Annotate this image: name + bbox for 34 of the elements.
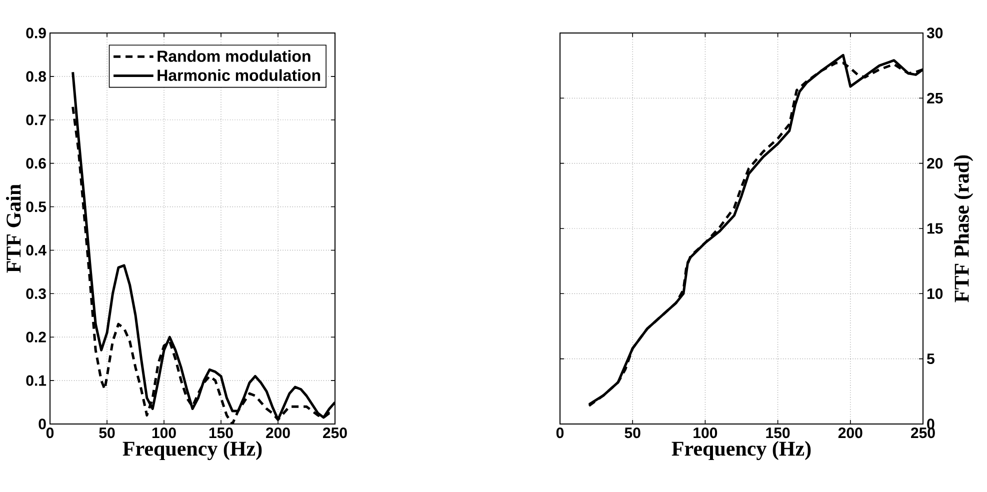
y-tick-label: 5 bbox=[926, 354, 934, 364]
x-axis-title: Frequency (Hz) bbox=[122, 441, 262, 460]
y-tick-label: 15 bbox=[927, 223, 943, 234]
y-tick-label: 0.4 bbox=[26, 244, 46, 256]
x-tick-label: 0 bbox=[46, 428, 54, 438]
y-tick-label: 30 bbox=[926, 28, 943, 38]
legend-label: Random modulation bbox=[158, 50, 310, 62]
x-tick-label: 100 bbox=[694, 428, 718, 438]
x-tick-label: 250 bbox=[911, 428, 935, 438]
y-tick-label: 0 bbox=[38, 418, 46, 430]
x-axis-title: Frequency (Hz) bbox=[672, 441, 811, 460]
y-axis-title: FTF Gain bbox=[6, 184, 21, 273]
y-axis-title: FTF Phase (rad) bbox=[954, 155, 974, 302]
y-tick-label: 0.1 bbox=[26, 375, 46, 386]
y-tick-label: 0.5 bbox=[26, 201, 46, 212]
x-tick-label: 50 bbox=[624, 428, 640, 438]
legend-label: Harmonic modulation bbox=[158, 69, 320, 81]
x-tick-label: 250 bbox=[323, 428, 347, 438]
y-tick-label: 0.7 bbox=[26, 114, 46, 126]
y-tick-label: 0.6 bbox=[26, 158, 46, 169]
x-tick-label: 200 bbox=[266, 428, 290, 438]
y-tick-label: 20 bbox=[927, 158, 943, 169]
x-tick-label: 150 bbox=[766, 428, 790, 438]
y-tick-label: 0.2 bbox=[26, 332, 46, 342]
y-tick-label: 0.8 bbox=[26, 71, 46, 82]
x-tick-label: 100 bbox=[152, 428, 176, 438]
x-tick-label: 150 bbox=[209, 428, 233, 438]
y-tick-label: 0.9 bbox=[26, 28, 46, 38]
x-tick-label: 0 bbox=[556, 428, 564, 438]
x-tick-label: 50 bbox=[99, 428, 115, 438]
y-tick-label: 25 bbox=[927, 92, 943, 104]
x-tick-label: 200 bbox=[838, 428, 862, 438]
y-tick-label: 0.3 bbox=[26, 288, 46, 299]
y-tick-label: 10 bbox=[927, 288, 943, 299]
